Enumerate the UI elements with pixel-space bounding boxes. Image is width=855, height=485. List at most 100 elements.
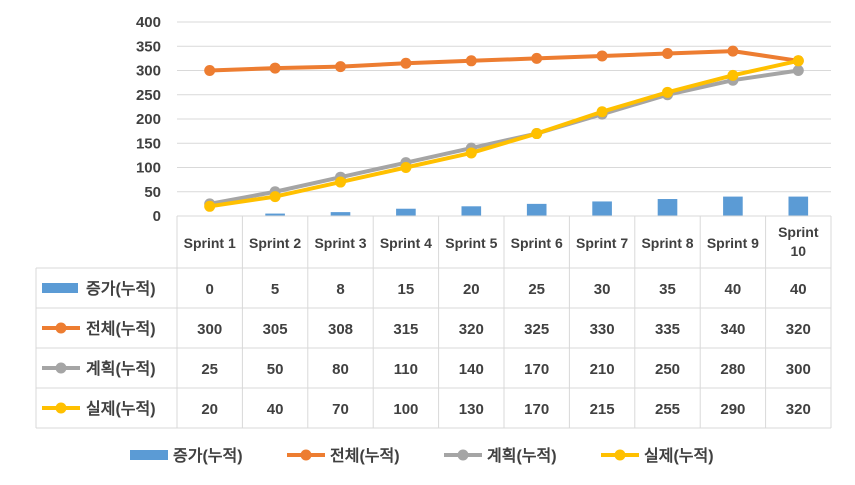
table-cell: 50: [267, 361, 284, 378]
table-cell: 40: [267, 401, 284, 418]
table-legend-key: [42, 283, 78, 293]
table-cell: 40: [725, 281, 742, 298]
y-axis: 0 50 100 150 200 250 300 350 400: [136, 14, 161, 225]
data-table: Sprint 1 Sprint 2 Sprint 3 Sprint 4 Sprint 5…: [35, 215, 832, 429]
y-tick-label: 300: [136, 63, 161, 80]
table-cell: 300: [786, 361, 811, 378]
y-tick-label: 400: [136, 14, 161, 31]
table-cell: 340: [720, 321, 745, 338]
table-cell: 170: [524, 401, 549, 418]
table-cell: 80: [332, 361, 349, 378]
category-label: Sprint 3: [314, 235, 366, 251]
table-cell: 0: [206, 281, 214, 298]
data-point: [465, 147, 477, 159]
data-point: [465, 55, 477, 67]
legend: 증가(누적) 전체(누적) 계획(누적) 실제(누적): [130, 446, 714, 465]
table-legend-key: [55, 402, 67, 414]
bar: [657, 199, 678, 216]
bar: [396, 208, 416, 216]
bar: [723, 196, 743, 216]
table-cell: 308: [328, 321, 353, 338]
data-point: [335, 61, 346, 73]
line-series: [204, 45, 804, 212]
series-line: [207, 58, 801, 209]
category-label: Sprint 2: [249, 235, 301, 251]
data-point: [269, 62, 281, 74]
legend-key: [457, 449, 469, 461]
legend-key: [130, 450, 168, 460]
table-cell: 15: [398, 281, 415, 298]
category-label: Sprint 4: [380, 235, 432, 251]
y-tick-label: 200: [136, 111, 161, 128]
bar-series: [265, 196, 809, 216]
data-point: [662, 48, 673, 60]
y-tick-label: 100: [136, 160, 161, 177]
data-point: [204, 65, 216, 76]
table-cell: 335: [655, 321, 680, 338]
y-tick-label: 0: [153, 208, 161, 225]
row-header: 계획(누적): [86, 359, 156, 378]
data-point: [792, 65, 804, 76]
table-cell: 325: [524, 321, 549, 338]
category-label: Sprint 6: [511, 235, 563, 251]
series-line: [207, 68, 801, 206]
y-tick-label: 250: [136, 87, 161, 104]
table-cell: 315: [393, 321, 418, 338]
category-label: 10: [791, 243, 807, 259]
table-cell: 40: [790, 281, 807, 298]
data-point: [531, 52, 543, 64]
data-point: [531, 128, 543, 140]
table-cell: 300: [197, 321, 222, 338]
bar: [592, 201, 612, 216]
category-label: Sprint 8: [641, 235, 693, 251]
y-tick-label: 350: [136, 38, 161, 55]
table-cell: 25: [201, 361, 218, 378]
table-cell: 280: [720, 361, 745, 378]
y-tick-label: 50: [144, 184, 161, 201]
data-point: [596, 50, 608, 62]
bar: [788, 196, 809, 216]
legend-label: 계획(누적): [487, 446, 557, 465]
category-label: Sprint 9: [707, 235, 759, 251]
table-cell: 320: [786, 321, 811, 338]
category-label: Sprint 5: [445, 235, 497, 251]
y-tick-label: 150: [136, 135, 161, 152]
category-label: Sprint: [778, 224, 819, 240]
table-cell: 210: [590, 361, 615, 378]
table-cell: 320: [786, 401, 811, 418]
table-cell: 8: [336, 281, 344, 298]
table-cell: 35: [659, 281, 676, 298]
table-cell: 130: [459, 401, 484, 418]
bar: [330, 212, 351, 216]
table-cell: 305: [263, 321, 288, 338]
data-point: [400, 162, 412, 173]
table-cell: 25: [528, 281, 545, 298]
table-cell: 20: [201, 401, 218, 418]
table-cell: 255: [655, 401, 680, 418]
legend-label: 증가(누적): [173, 447, 243, 465]
table-legend-key: [55, 322, 67, 334]
data-point: [335, 176, 346, 188]
legend-label: 실제(누적): [644, 447, 714, 465]
category-label: Sprint 1: [184, 235, 236, 251]
table-cell: 70: [332, 401, 349, 418]
legend-key: [300, 449, 312, 461]
bar: [461, 206, 482, 216]
table-cell: 110: [394, 361, 418, 378]
row-header: 실제(누적): [86, 400, 156, 418]
table-cell: 100: [393, 401, 418, 418]
data-point: [792, 55, 804, 67]
data-point: [269, 191, 281, 203]
category-label: Sprint 7: [576, 235, 628, 251]
data-point: [596, 106, 608, 118]
table-cell: 330: [590, 321, 615, 338]
bar: [526, 203, 547, 216]
table-cell: 320: [459, 321, 484, 338]
series-line: [207, 49, 801, 73]
table-cell: 290: [720, 401, 745, 418]
legend-key: [614, 449, 626, 461]
legend-label: 전체(누적): [330, 447, 400, 465]
data-point: [204, 200, 216, 212]
data-point: [400, 57, 412, 69]
